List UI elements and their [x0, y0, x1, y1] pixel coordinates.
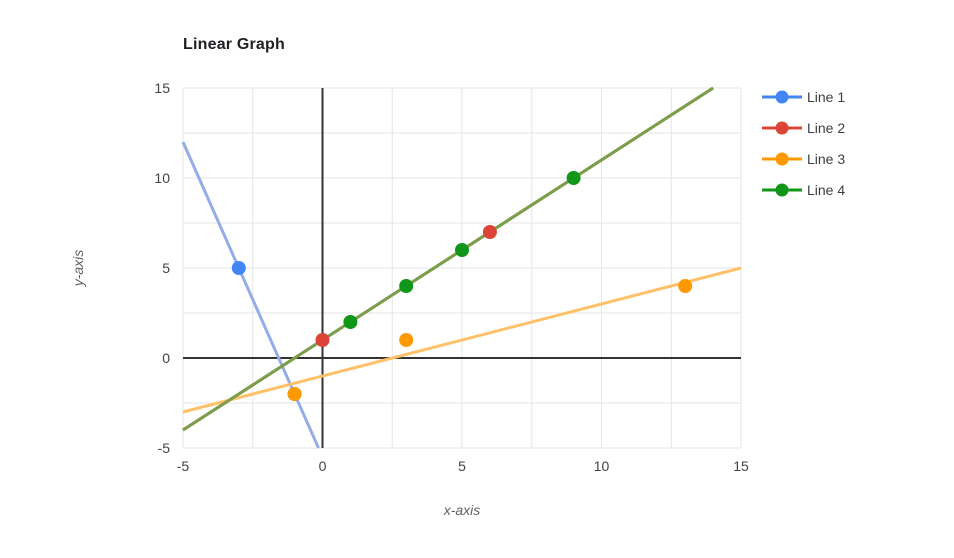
- y-tick-label: 15: [154, 80, 170, 96]
- x-tick-label: 0: [318, 458, 327, 474]
- data-point-line-4: [566, 171, 581, 185]
- legend-label: Line 4: [807, 182, 846, 198]
- legend-marker-icon: [762, 183, 802, 197]
- legend-label: Line 3: [807, 151, 846, 167]
- legend-item-line-1: Line 1: [762, 88, 845, 106]
- x-tick-label: 15: [733, 458, 749, 474]
- data-point-line-2: [315, 333, 330, 347]
- x-tick-label: 5: [458, 458, 466, 474]
- legend-item-line-4: Line 4: [762, 181, 845, 199]
- legend: Line 1 Line 2 Line 3 Line 4: [762, 88, 845, 199]
- trendline-line-4: [182, 86, 714, 432]
- legend-item-line-3: Line 3: [762, 150, 845, 168]
- trendline-line-1: [181, 141, 320, 449]
- legend-marker-icon: [762, 121, 802, 135]
- trendline-line-3: [182, 266, 742, 414]
- legend-item-line-2: Line 2: [762, 119, 845, 137]
- legend-marker-icon: [762, 152, 802, 166]
- x-tick-label: 10: [593, 458, 610, 474]
- x-axis-title: x-axis: [443, 502, 481, 518]
- legend-label: Line 2: [807, 120, 846, 136]
- y-tick-label: -5: [157, 440, 170, 456]
- data-point-line-3: [399, 333, 414, 347]
- chart-title: Linear Graph: [183, 36, 285, 53]
- x-tick-label: -5: [176, 458, 190, 474]
- legend-label: Line 1: [807, 89, 846, 105]
- data-point-line-3: [287, 387, 302, 401]
- data-point-line-4: [455, 243, 469, 257]
- data-point-line-3: [678, 279, 693, 293]
- y-tick-label: 0: [162, 350, 170, 366]
- data-point-line-1: [231, 261, 246, 275]
- y-tick-label: 10: [154, 170, 170, 186]
- data-point-line-4: [399, 279, 414, 293]
- data-point-line-2: [482, 225, 497, 239]
- y-axis-title: y-axis: [70, 249, 86, 287]
- data-point-line-4: [343, 315, 358, 329]
- legend-marker-icon: [762, 90, 802, 104]
- y-tick-label: 5: [162, 260, 170, 276]
